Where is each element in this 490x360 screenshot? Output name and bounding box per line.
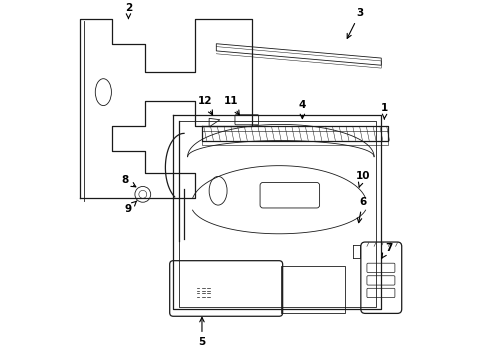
Text: 4: 4 <box>299 100 306 118</box>
Text: 5: 5 <box>198 318 206 347</box>
Text: 10: 10 <box>355 171 370 187</box>
Text: 8: 8 <box>121 175 136 187</box>
Text: 1: 1 <box>381 103 389 119</box>
Text: 6: 6 <box>357 197 366 223</box>
Text: 2: 2 <box>125 3 132 19</box>
Text: 7: 7 <box>382 243 392 258</box>
Text: 9: 9 <box>125 201 137 214</box>
Text: 11: 11 <box>223 96 239 115</box>
Text: 3: 3 <box>347 8 364 38</box>
Text: 12: 12 <box>197 96 213 115</box>
